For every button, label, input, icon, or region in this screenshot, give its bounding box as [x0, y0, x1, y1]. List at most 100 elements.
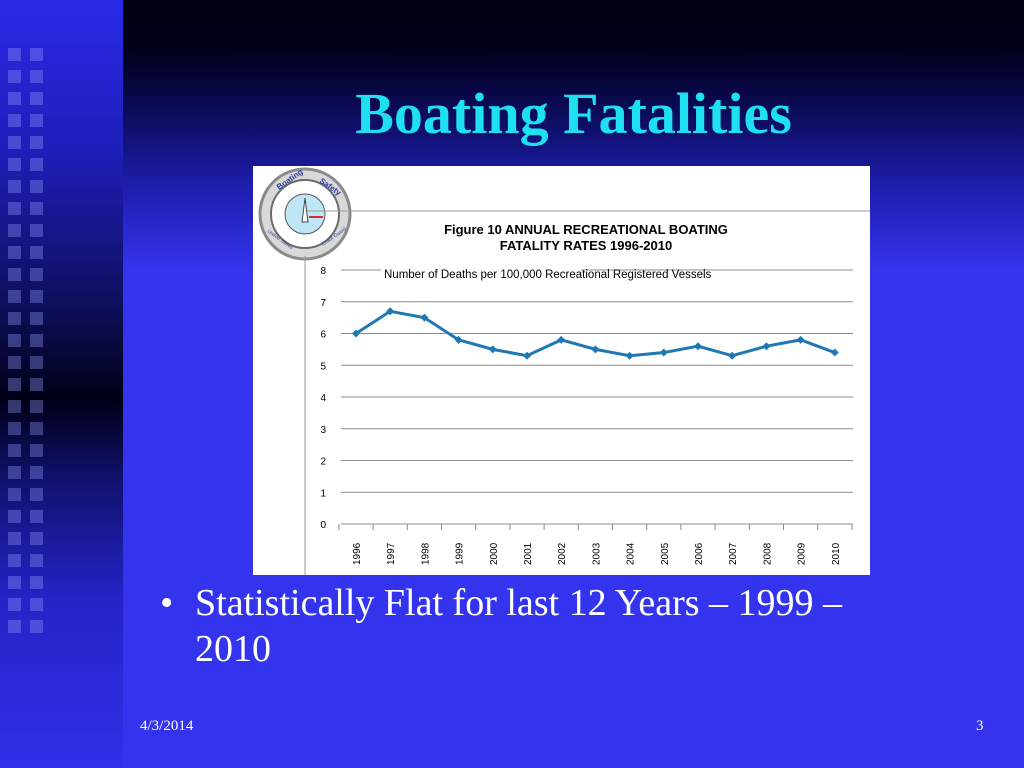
- x-tick-label-2007: 2007: [728, 542, 739, 565]
- sidebar-square: [8, 202, 21, 215]
- lighthouse-icon: [301, 197, 309, 223]
- sidebar-square: [8, 400, 21, 413]
- sidebar-square: [30, 92, 43, 105]
- y-tick-label-5: 5: [320, 361, 326, 372]
- sidebar-square: [30, 114, 43, 127]
- x-tick-label-2001: 2001: [523, 542, 534, 565]
- x-tick-label-2010: 2010: [831, 542, 842, 565]
- sidebar-square: [8, 312, 21, 325]
- x-tick-label-1999: 1999: [455, 542, 466, 565]
- sidebar-square: [8, 554, 21, 567]
- data-point-1998: [420, 313, 429, 322]
- sidebar-square: [8, 158, 21, 171]
- sidebar-square: [8, 224, 21, 237]
- data-point-2006: [694, 342, 702, 351]
- gridlines: [338, 269, 853, 530]
- x-tick-label-2000: 2000: [489, 542, 500, 565]
- sidebar-square: [8, 532, 21, 545]
- x-tick-label-2009: 2009: [797, 542, 808, 565]
- sidebar-square: [8, 334, 21, 347]
- sidebar-square: [8, 444, 21, 457]
- y-tick-labels: 0 1 2 3 4 5 6 7 8: [320, 266, 326, 531]
- y-tick-label-1: 1: [320, 488, 326, 499]
- chart-image: Boating Safety United States Coast Guard…: [253, 166, 870, 575]
- sidebar-square: [30, 290, 43, 303]
- sidebar-square: [30, 312, 43, 325]
- x-tick-label-1998: 1998: [420, 542, 431, 565]
- sidebar-square: [30, 620, 43, 633]
- data-point-1999: [454, 335, 463, 344]
- sidebar-square: [8, 92, 21, 105]
- sidebar-square: [30, 576, 43, 589]
- sidebar-square: [30, 466, 43, 479]
- sidebar-square: [30, 224, 43, 237]
- sidebar-square: [8, 466, 21, 479]
- slide-title: Boating Fatalities: [355, 81, 792, 146]
- sidebar-square: [30, 202, 43, 215]
- boating-safety-logo: Boating Safety United States Coast Guard: [258, 167, 352, 261]
- sidebar-square: [30, 444, 43, 457]
- x-tick-label-2004: 2004: [626, 542, 637, 565]
- sidebar-square: [30, 334, 43, 347]
- annotation-backdrop: [381, 264, 581, 282]
- data-point-2004: [625, 351, 634, 360]
- bullet-marker: •: [160, 582, 174, 624]
- sidebar-square: [30, 400, 43, 413]
- data-point-2003: [591, 345, 600, 354]
- sidebar-square: [8, 114, 21, 127]
- sidebar-square: [30, 510, 43, 523]
- sidebar-square: [30, 554, 43, 567]
- sidebar-square: [30, 48, 43, 61]
- page-number: 3: [976, 718, 984, 734]
- y-tick-label-7: 7: [320, 298, 326, 309]
- y-tick-label-3: 3: [320, 425, 326, 436]
- data-point-2008: [762, 342, 771, 351]
- data-point-2002: [557, 335, 566, 344]
- sidebar-square: [30, 136, 43, 149]
- sidebar-square: [8, 378, 21, 391]
- data-point-2001: [523, 351, 531, 360]
- series-line: [352, 307, 839, 360]
- sidebar-square: [8, 246, 21, 259]
- sidebar-square: [30, 378, 43, 391]
- sidebar-square: [8, 356, 21, 369]
- data-point-1996: [352, 329, 360, 338]
- x-tick-label-1997: 1997: [386, 542, 397, 565]
- data-point-1997: [386, 307, 395, 316]
- sidebar-square: [8, 290, 21, 303]
- data-point-2000: [488, 345, 497, 354]
- sidebar-square: [30, 356, 43, 369]
- chart-annotation: Number of Deaths per 100,000 Recreationa…: [384, 269, 712, 281]
- data-point-2010: [830, 348, 839, 357]
- sidebar-square: [30, 180, 43, 193]
- sidebar-square: [8, 268, 21, 281]
- x-tick-label-1996: 1996: [352, 542, 363, 565]
- x-tick-label-2002: 2002: [557, 542, 568, 565]
- chart-title-line1: Figure 10 ANNUAL RECREATIONAL BOATING: [444, 222, 728, 237]
- footer-date: 4/3/2014: [140, 718, 194, 734]
- y-tick-label-6: 6: [320, 330, 326, 341]
- bullet-text: Statistically Flat for last 12 Years – 1…: [195, 582, 843, 670]
- x-tick-labels: 1996 1997 1998 1999 2000 2001 2002 2003 2004 2005…: [352, 542, 842, 565]
- logo-stripe: [309, 216, 323, 218]
- y-tick-label-0: 0: [320, 520, 326, 531]
- sidebar-square: [30, 422, 43, 435]
- x-tick-label-2006: 2006: [694, 542, 705, 565]
- sidebar-square: [30, 488, 43, 501]
- sidebar-square: [8, 576, 21, 589]
- sidebar-square: [8, 620, 21, 633]
- chart-title-line2: FATALITY RATES 1996-2010: [500, 238, 672, 253]
- data-point-2007: [728, 351, 737, 360]
- y-tick-label-8: 8: [320, 266, 326, 277]
- sidebar-square: [30, 532, 43, 545]
- data-point-2005: [659, 348, 668, 357]
- sidebar-square: [30, 268, 43, 281]
- sidebar-square: [8, 510, 21, 523]
- sidebar-square: [8, 136, 21, 149]
- sidebar-square: [8, 48, 21, 61]
- sidebar-square: [8, 598, 21, 611]
- y-tick-label-2: 2: [320, 457, 326, 468]
- y-tick-label-4: 4: [320, 393, 326, 404]
- fatality-rate-chart: Boating Safety United States Coast Guard…: [258, 167, 870, 575]
- sidebar-square: [8, 422, 21, 435]
